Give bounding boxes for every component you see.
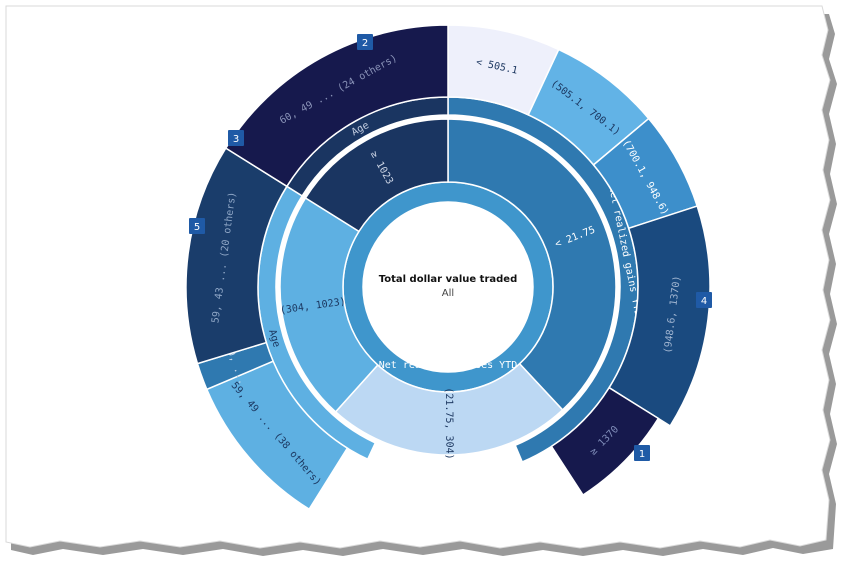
badge-1-box[interactable] (634, 445, 650, 461)
badge-2-box[interactable] (357, 34, 373, 50)
level-3-segment-948-6-1370-3[interactable] (608, 205, 711, 427)
badge-4-box[interactable] (696, 292, 712, 308)
badge-3[interactable]: 3 (228, 130, 244, 146)
badge-1[interactable]: 1 (634, 445, 650, 461)
level-1-segment-21-75-304-1[interactable] (334, 362, 564, 456)
badge-5[interactable]: 5 (189, 218, 205, 234)
center-subtitle: All (442, 288, 454, 299)
level-1-segment-21-75-0[interactable] (447, 118, 617, 411)
level-1-segment-1023-3[interactable] (304, 118, 449, 233)
badge-3-box[interactable] (228, 130, 244, 146)
badge-5-box[interactable] (189, 218, 205, 234)
badge-2[interactable]: 2 (357, 34, 373, 50)
level-3-segment-60-49-24-others-8[interactable] (224, 24, 449, 188)
ring-separator (276, 115, 620, 459)
center-title: Total dollar value traded (379, 274, 517, 285)
badge-4[interactable]: 4 (696, 292, 712, 308)
